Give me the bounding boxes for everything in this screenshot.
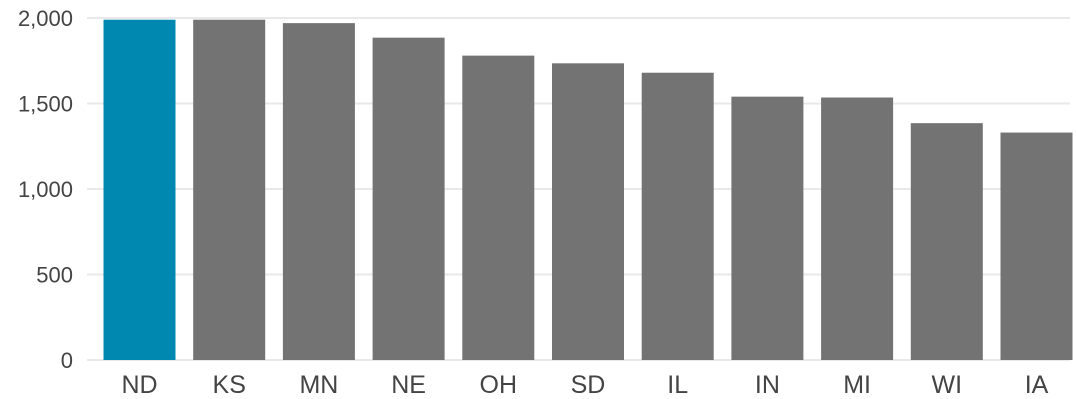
x-tick-label: OH [480,371,518,399]
x-tick-label: MI [843,371,871,399]
x-tick-label: WI [932,371,963,399]
bar-il [641,72,714,360]
x-tick-label: KS [213,371,246,399]
bar-ne [372,37,445,360]
bar-mn [282,23,355,360]
y-tick-label: 0 [61,348,73,373]
y-axis-ticks: 0 500 1,000 1,500 2,000 [18,6,73,373]
y-tick-label: 2,000 [18,6,73,31]
x-tick-label: IA [1025,371,1049,399]
x-tick-label: IL [667,371,688,399]
bar-ia [1000,132,1073,360]
bar-wi [910,123,983,360]
bar-mi [821,97,894,360]
x-tick-label: IN [755,371,780,399]
y-tick-label: 1,000 [18,177,73,202]
x-tick-label: ND [121,371,157,399]
bar-nd [103,19,176,361]
x-tick-label: SD [571,371,606,399]
y-tick-label: 500 [36,263,73,288]
bars [103,19,1073,361]
x-axis-ticks: ND KS MN NE OH SD IL IN MI WI IA [121,371,1048,399]
bar-sd [552,63,624,360]
bar-ks [193,19,266,361]
bar-oh [462,55,535,361]
x-tick-label: NE [391,371,426,399]
y-tick-label: 1,500 [18,92,73,117]
bar-in [731,96,804,360]
x-tick-label: MN [299,371,338,399]
